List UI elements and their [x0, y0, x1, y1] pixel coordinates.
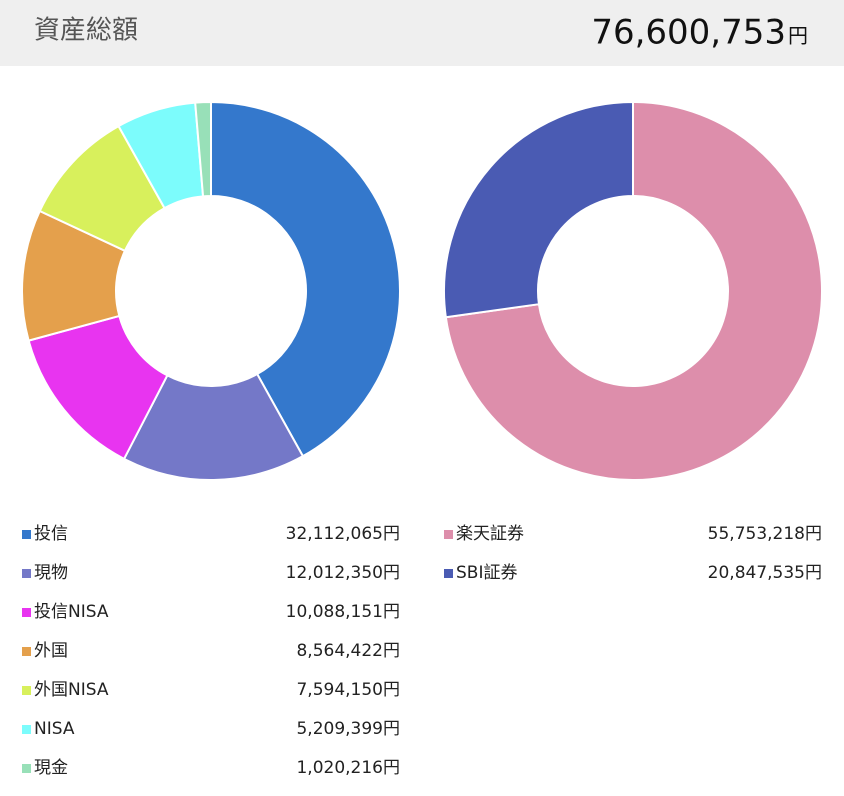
legend-value: 1,020,216円 [296, 758, 400, 778]
legend-label: SBI証券 [456, 563, 517, 583]
legend-swatch [22, 725, 31, 734]
donut-slice [122, 372, 305, 481]
legend-swatch [444, 569, 453, 578]
legend-label: 現金 [34, 758, 68, 778]
legend-label: 楽天証券 [456, 524, 524, 544]
header-unit: 円 [788, 24, 808, 48]
legend-label: 外国 [34, 641, 68, 661]
legend-swatch [22, 764, 31, 773]
legend-value: 32,112,065円 [286, 524, 400, 544]
legend-swatch [22, 530, 31, 539]
legend-swatch [22, 647, 31, 656]
legend-swatch [22, 569, 31, 578]
legend-swatch [444, 530, 453, 539]
donut-slice [443, 100, 634, 319]
header-total: 76,600,753 [591, 13, 786, 53]
legend-label: 外国NISA [34, 680, 109, 700]
legend-label: 現物 [34, 563, 68, 583]
donut-slice [444, 100, 823, 481]
header-title: 資産総額 [34, 16, 138, 46]
legend-label: 投信 [34, 524, 68, 544]
legend-value: 12,012,350円 [286, 563, 400, 583]
donut-slice [210, 100, 401, 458]
legend-value: 7,594,150円 [296, 680, 400, 700]
legend-swatch [22, 686, 31, 695]
legend-value: 5,209,399円 [296, 719, 400, 739]
legend-value: 8,564,422円 [296, 641, 400, 661]
header-bar [0, 0, 844, 66]
legend-swatch [22, 608, 31, 617]
legend-label: 投信NISA [34, 602, 109, 622]
donut-slice [194, 100, 212, 198]
legend-value: 10,088,151円 [286, 602, 400, 622]
legend-label: NISA [34, 719, 75, 739]
legend-value: 20,847,535円 [708, 563, 822, 583]
legend-value: 55,753,218円 [708, 524, 822, 544]
